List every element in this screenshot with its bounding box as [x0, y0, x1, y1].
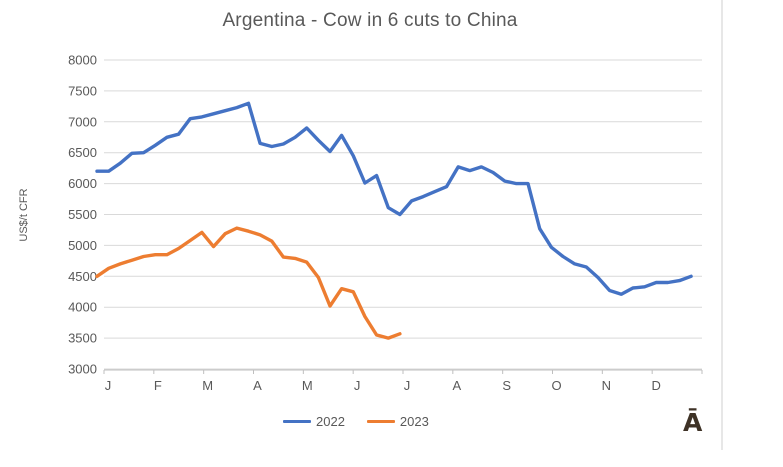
- y-tick-label-5000: 5000: [68, 238, 97, 253]
- x-tick-label-F-1: F: [154, 378, 162, 393]
- y-tick-label-6000: 6000: [68, 176, 97, 191]
- series-2023-line: [95, 226, 402, 340]
- window-edge-divider: [721, 0, 723, 450]
- y-tick-label-3000: 3000: [68, 362, 97, 377]
- legend-item-2023: 2023: [366, 414, 429, 429]
- watermark-letter: Ā: [683, 408, 703, 437]
- y-tick-label-5500: 5500: [68, 207, 97, 222]
- legend-swatch-2023: [366, 420, 395, 423]
- legend-label-2022: 2022: [316, 414, 345, 429]
- x-tick-label-J-0: J: [105, 378, 112, 393]
- legend-item-2022: 2022: [283, 414, 345, 429]
- x-tick-label-O-9: O: [551, 378, 561, 393]
- x-tick-label-D-11: D: [651, 378, 660, 393]
- y-tick-label-6500: 6500: [68, 145, 97, 160]
- x-tick-label-N-10: N: [602, 378, 611, 393]
- chart-title: Argentina - Cow in 6 cuts to China: [222, 10, 518, 31]
- x-tick-label-J-5: J: [354, 378, 361, 393]
- legend-label-2023: 2023: [399, 414, 429, 429]
- x-tick-label-A-3: A: [253, 378, 262, 393]
- y-tick-label-3500: 3500: [68, 331, 97, 346]
- y-tick-label-8000: 8000: [68, 53, 97, 68]
- x-tick-label-J-6: J: [404, 378, 411, 393]
- x-tick-label-M-2: M: [202, 378, 213, 393]
- legend: 2022 2023: [283, 414, 429, 429]
- y-tick-label-4500: 4500: [68, 269, 97, 284]
- x-tick-label-A-7: A: [452, 378, 461, 393]
- y-tick-label-4000: 4000: [68, 300, 97, 315]
- y-tick-label-7500: 7500: [68, 83, 97, 98]
- x-tick-label-M-4: M: [302, 378, 313, 393]
- legend-swatch-2022: [283, 420, 311, 423]
- series-2022-line: [95, 101, 693, 296]
- y-tick-label-7000: 7000: [68, 114, 97, 129]
- x-tick-label-S-8: S: [502, 378, 511, 393]
